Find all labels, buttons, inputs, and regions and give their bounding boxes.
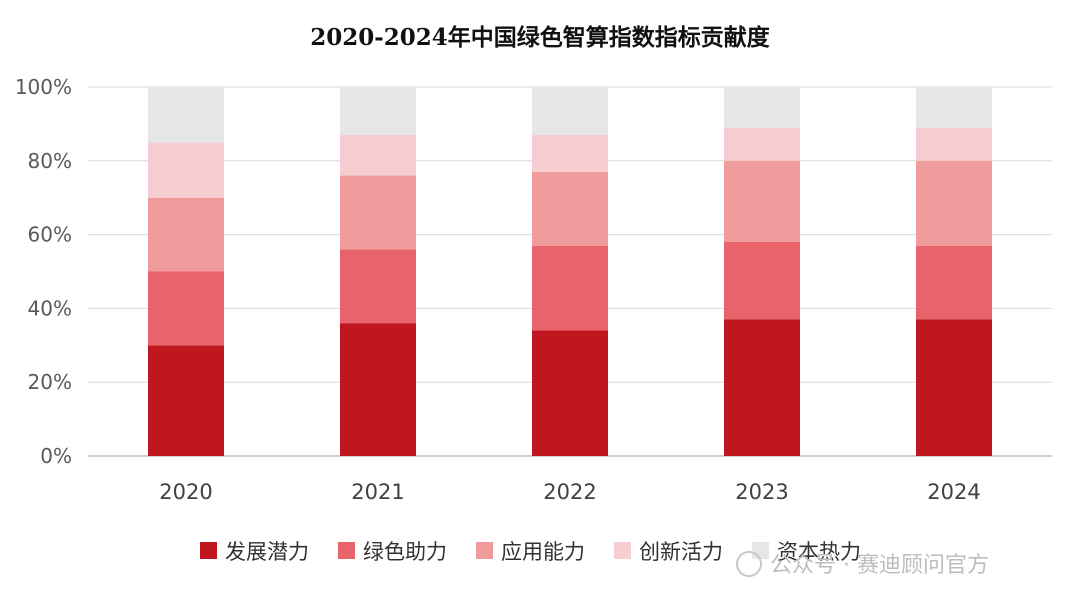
legend: 发展潜力 绿色助力 应用能力 创新活力 资本热力: [200, 540, 861, 564]
bar-segment: [724, 127, 800, 161]
y-tick-label: 100%: [15, 75, 72, 99]
bar-segment: [532, 330, 608, 456]
chart-title: 2020-2024年中国绿色智算指数指标贡献度: [310, 24, 771, 51]
bar-segment: [724, 160, 800, 242]
x-tick-label: 2020: [159, 480, 212, 504]
legend-swatch: [338, 542, 355, 559]
x-tick-label: 2022: [543, 480, 596, 504]
wechat-icon: [736, 551, 762, 577]
watermark: 公众号 · 赛迪顾问官方: [736, 551, 989, 578]
y-tick-label: 60%: [28, 223, 72, 247]
bar-segment: [532, 87, 608, 135]
legend-label: 绿色助力: [363, 540, 447, 564]
bar-segment: [148, 271, 224, 346]
x-tick-label: 2023: [735, 480, 788, 504]
legend-swatch: [476, 542, 493, 559]
bar-segment: [724, 87, 800, 128]
x-axis: 2020 2021 2022 2023 2024: [159, 480, 980, 504]
bar-segment: [532, 171, 608, 246]
bar-segment: [532, 245, 608, 331]
legend-swatch: [752, 542, 769, 559]
y-axis: 0% 20% 40% 60% 80% 100%: [15, 75, 72, 468]
y-tick-label: 0%: [40, 444, 72, 468]
watermark-text: 公众号 · 赛迪顾问官方: [770, 553, 989, 578]
bar-segment: [148, 142, 224, 198]
bar-segment: [916, 87, 992, 128]
bar-segment: [916, 319, 992, 456]
legend-swatch: [200, 542, 217, 559]
y-tick-label: 20%: [28, 370, 72, 394]
bar-segment: [340, 134, 416, 176]
bar-segment: [340, 249, 416, 324]
legend-label: 资本热力: [777, 540, 861, 564]
legend-label: 应用能力: [501, 540, 585, 564]
bar-segment: [340, 87, 416, 135]
bar-segment: [340, 175, 416, 250]
legend-label: 发展潜力: [225, 540, 309, 564]
bar-segment: [148, 87, 224, 143]
bar-segment: [916, 245, 992, 320]
bar-segment: [916, 160, 992, 246]
legend-label: 创新活力: [639, 540, 723, 564]
x-tick-label: 2024: [927, 480, 980, 504]
y-tick-label: 40%: [28, 296, 72, 320]
bar-segment: [148, 345, 224, 456]
bar-segment: [724, 319, 800, 456]
bar-segment: [532, 134, 608, 172]
bars: [148, 87, 992, 456]
bar-segment: [916, 127, 992, 161]
x-tick-label: 2021: [351, 480, 404, 504]
legend-swatch: [614, 542, 631, 559]
y-tick-label: 80%: [28, 149, 72, 173]
bar-segment: [340, 323, 416, 456]
bar-segment: [724, 241, 800, 320]
bar-segment: [148, 197, 224, 272]
